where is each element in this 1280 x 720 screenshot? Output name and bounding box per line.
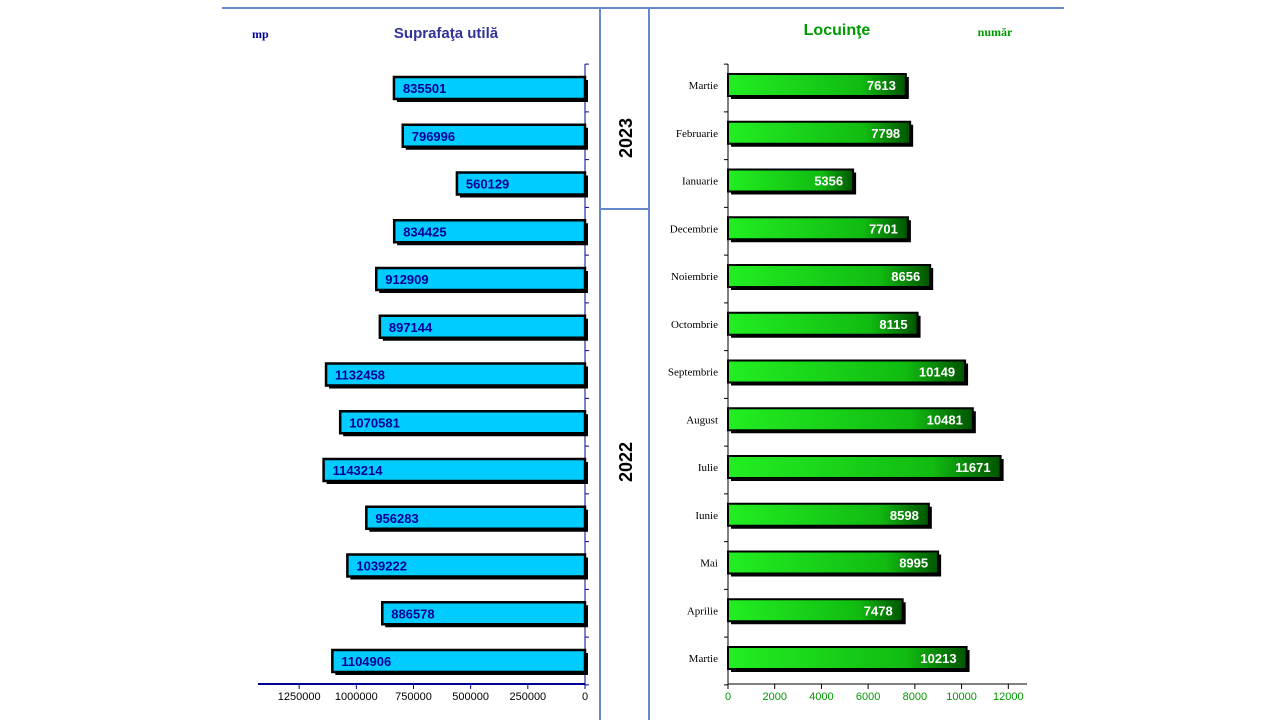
left-bar <box>392 219 587 244</box>
right-bar-value-label: 7478 <box>864 603 893 618</box>
right-x-tick-label: 2000 <box>762 691 786 703</box>
right-category-label: Martie <box>689 653 718 665</box>
right-category-label: August <box>686 414 718 426</box>
left-bar <box>401 123 587 148</box>
left-bar-value-label: 1104906 <box>341 654 391 669</box>
right-bar-value-label: 8598 <box>890 508 919 523</box>
left-bar-value-label: 1039222 <box>356 559 407 574</box>
left-chart-title: Suprafaţa utilă <box>394 25 499 42</box>
right-bar-value-label: 10213 <box>920 651 956 666</box>
right-bar-value-label: 11671 <box>955 460 990 475</box>
right-bar <box>727 407 974 432</box>
left-x-tick-label: 0 <box>582 691 588 703</box>
right-category-label: Iunie <box>695 510 718 522</box>
left-x-tick-label: 1000000 <box>335 691 378 703</box>
right-category-label: Ianuarie <box>682 176 718 188</box>
left-bar-value-label: 886578 <box>391 606 434 621</box>
year-label-2022: 2022 <box>616 442 636 482</box>
left-bar-value-label: 1070581 <box>349 415 400 430</box>
right-category-label: Decembrie <box>670 223 718 235</box>
left-bar <box>374 266 587 292</box>
right-x-tick-label: 10000 <box>946 691 977 703</box>
right-category-label: Octombrie <box>671 319 718 331</box>
right-chart: 0 2000 4000 6000 8000 10000 12000 Martie 7613 Feb… <box>668 63 1027 703</box>
right-category-label: Noiembrie <box>671 271 718 283</box>
left-bar-value-label: 912909 <box>385 272 428 287</box>
right-bar <box>727 598 904 623</box>
right-category-label: Septembrie <box>668 367 718 379</box>
left-bar <box>331 648 587 674</box>
right-bar-value-label: 5356 <box>814 174 843 189</box>
right-x-tick-label: 12000 <box>993 691 1024 703</box>
left-x-tick-label: 750000 <box>395 691 432 703</box>
right-bar-value-label: 8115 <box>879 317 907 332</box>
left-unit-label: mp <box>252 27 269 41</box>
left-bar-value-label: 1132458 <box>335 368 385 383</box>
left-bar-value-label: 956283 <box>375 511 418 526</box>
right-chart-title: Locuinţe <box>804 22 871 39</box>
right-bar-value-label: 8656 <box>891 269 920 284</box>
right-bar <box>727 73 907 97</box>
right-category-label: Februarie <box>676 128 718 140</box>
right-category-label: Mai <box>700 558 718 570</box>
right-bar-value-label: 10481 <box>927 412 963 427</box>
right-bar <box>727 550 940 575</box>
right-unit-label: număr <box>978 25 1013 39</box>
left-chart: 1250000 1000000 750000 500000 250000 0 835501 7… <box>258 63 589 703</box>
left-bar <box>378 314 587 339</box>
right-category-label: Aprilie <box>687 605 718 617</box>
left-bar <box>322 457 587 483</box>
left-bar <box>324 362 587 387</box>
right-bar <box>727 311 919 336</box>
right-bar-value-label: 10149 <box>919 365 955 380</box>
right-bar <box>727 216 909 241</box>
right-x-tick-label: 4000 <box>809 691 833 703</box>
right-bar <box>727 502 930 527</box>
right-bar-value-label: 7798 <box>871 126 900 141</box>
left-bar-value-label: 834425 <box>403 224 446 239</box>
left-bar <box>392 75 587 101</box>
right-bar <box>727 359 967 384</box>
right-bar <box>727 120 912 145</box>
right-category-label: Martie <box>689 80 718 92</box>
left-bar-value-label: 835501 <box>403 81 446 96</box>
left-bar <box>381 601 587 626</box>
left-bar-value-label: 897144 <box>389 320 433 335</box>
right-x-tick-label: 0 <box>725 691 731 703</box>
right-category-label: Iulie <box>698 462 718 474</box>
left-x-tick-label: 500000 <box>452 691 489 703</box>
right-bar <box>727 455 1002 479</box>
left-bar-value-label: 560129 <box>466 177 509 192</box>
right-bar <box>727 264 932 288</box>
left-bar <box>338 410 587 435</box>
right-bar-value-label: 8995 <box>899 556 928 571</box>
frame-lines <box>222 7 1064 720</box>
left-bar-value-label: 796996 <box>412 129 455 144</box>
left-bar <box>455 171 587 196</box>
right-x-tick-label: 8000 <box>903 691 927 703</box>
left-bar <box>346 553 587 578</box>
left-bar <box>365 505 587 530</box>
right-x-tick-label: 6000 <box>856 691 880 703</box>
left-bar-value-label: 1143214 <box>333 463 384 478</box>
right-bar-value-label: 7613 <box>867 78 896 93</box>
year-label-2023: 2023 <box>616 118 636 158</box>
left-x-tick-label: 250000 <box>509 691 546 703</box>
right-bar-value-label: 7701 <box>869 221 898 236</box>
left-x-tick-label: 1250000 <box>278 691 321 703</box>
right-bar <box>727 168 855 193</box>
right-bar <box>727 646 968 670</box>
